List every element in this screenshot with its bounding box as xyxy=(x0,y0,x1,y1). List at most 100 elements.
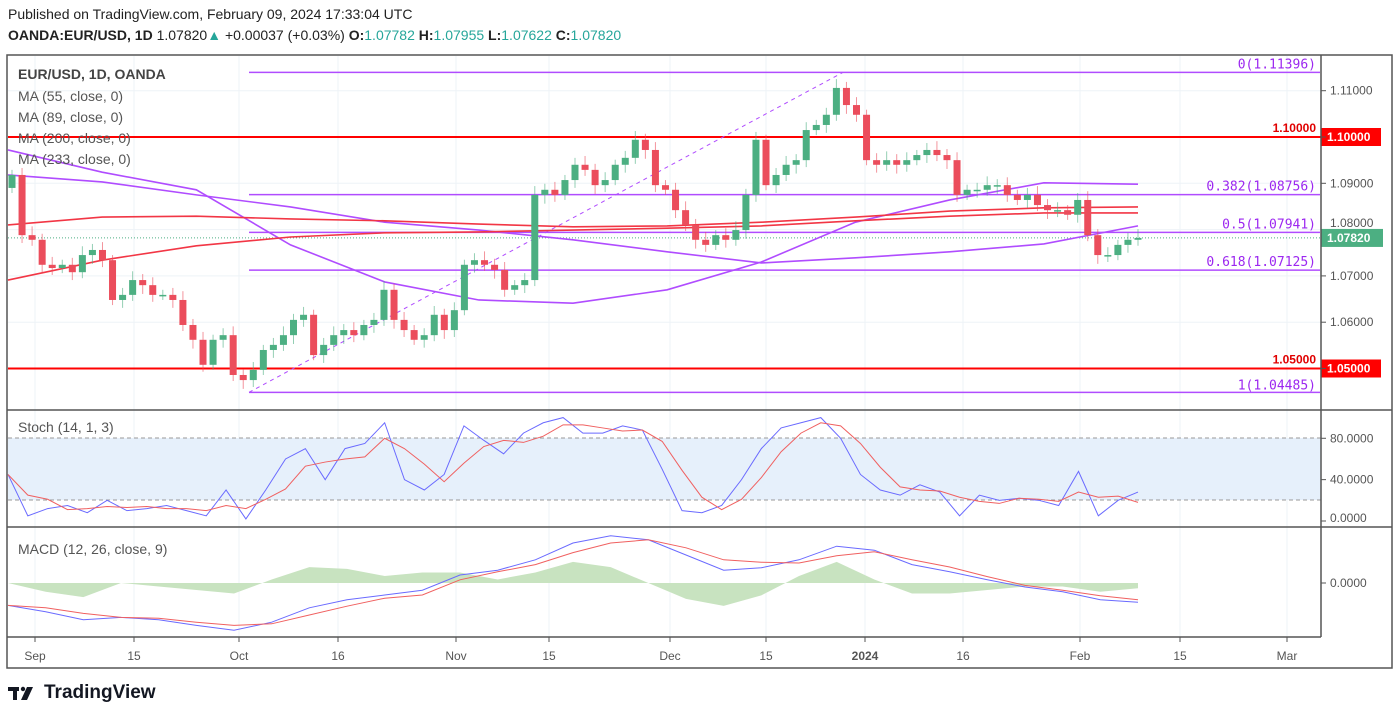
legend-macd[interactable]: MACD (12, 26, close, 9) xyxy=(18,541,167,557)
stoch-tick-label: 0.0000 xyxy=(1330,511,1367,525)
tradingview-wordmark: TradingView xyxy=(44,682,156,703)
open-value: 1.07782 xyxy=(364,27,415,43)
legend-ma200[interactable]: MA (200, close, 0) xyxy=(18,130,131,146)
candle-body xyxy=(28,235,36,240)
candle-body xyxy=(712,235,720,245)
candle-body xyxy=(330,335,338,345)
candle-body xyxy=(290,319,297,336)
time-tick-label: Dec xyxy=(659,649,680,663)
symbol-info-bar: OANDA:EUR/USD, 1D 1.07820▲ +0.00037 (+0.… xyxy=(8,27,621,43)
candle-body xyxy=(561,180,569,195)
candle-body xyxy=(772,174,780,186)
candle-body xyxy=(782,164,790,175)
time-tick-label: 15 xyxy=(127,649,141,663)
candle-body xyxy=(1124,239,1132,245)
price-tick-label: 1.08000 xyxy=(1330,216,1374,230)
candle-body xyxy=(531,194,539,281)
up-triangle-icon: ▲ xyxy=(207,27,222,43)
price-tick-label: 1.09000 xyxy=(1330,176,1374,190)
moving-average-ma200 xyxy=(7,206,1139,228)
candle-body xyxy=(702,239,710,245)
candle-body xyxy=(722,235,730,240)
candle-body xyxy=(350,330,358,336)
level-badge-label: 1.10000 xyxy=(1327,130,1371,144)
candle-body xyxy=(88,249,96,256)
candle-body xyxy=(400,319,408,331)
legend-ma55[interactable]: MA (55, close, 0) xyxy=(18,88,123,104)
last-price-badge-label: 1.07820 xyxy=(1327,231,1371,245)
candle-body xyxy=(430,314,438,336)
candle-body xyxy=(571,164,579,181)
candle-body xyxy=(8,174,16,188)
level-line-label: 1.05000 xyxy=(1273,353,1317,367)
candle-body xyxy=(199,339,207,365)
candle-body xyxy=(38,239,46,265)
candle-body xyxy=(631,139,639,158)
legend-stoch[interactable]: Stoch (14, 1, 3) xyxy=(18,419,114,435)
candle-body xyxy=(460,264,468,311)
published-caption: Published on TradingView.com, February 0… xyxy=(8,6,413,22)
candle-body xyxy=(802,130,810,161)
price-change: +0.00037 (+0.03%) xyxy=(224,27,345,43)
candle-body xyxy=(591,169,599,186)
candle-body xyxy=(983,185,991,190)
candle-body xyxy=(18,174,26,236)
candle-body xyxy=(641,139,649,150)
candle-body xyxy=(229,335,237,375)
candle-body xyxy=(1003,185,1011,195)
candle-body xyxy=(390,289,398,320)
candle-body xyxy=(179,299,187,325)
high-label: H: xyxy=(418,27,434,43)
time-tick-label: Nov xyxy=(445,649,466,663)
candle-body xyxy=(209,339,217,365)
time-tick-label: 16 xyxy=(956,649,970,663)
candle-body xyxy=(651,149,659,186)
macd-signal xyxy=(7,539,1139,626)
candle-body xyxy=(310,314,318,356)
time-tick-label: 16 xyxy=(331,649,345,663)
candle-body xyxy=(762,139,770,186)
stoch-tick-label: 80.0000 xyxy=(1330,431,1374,445)
candle-body xyxy=(119,294,127,300)
chart-frame xyxy=(6,54,1393,669)
level-badge xyxy=(1321,128,1381,146)
candle-body xyxy=(440,314,448,331)
candle-body xyxy=(621,157,629,165)
tradingview-logo[interactable]: TradingView xyxy=(8,682,156,704)
last-price-badge xyxy=(1321,228,1383,247)
candle-body xyxy=(340,330,348,336)
candle-body xyxy=(893,160,901,165)
candle-body xyxy=(742,194,750,231)
candle-body xyxy=(1074,199,1082,215)
candle-body xyxy=(913,155,921,161)
candle-body xyxy=(863,114,871,161)
candle-body xyxy=(129,280,137,295)
fib-level-label: 0.618(1.07125) xyxy=(1206,255,1316,270)
stoch-d-line xyxy=(7,422,1139,512)
candle-body xyxy=(1104,255,1112,257)
candle-body xyxy=(360,324,368,336)
time-tick-label: 15 xyxy=(759,649,773,663)
low-value: 1.07622 xyxy=(501,27,552,43)
candle-body xyxy=(149,285,157,295)
candle-body xyxy=(812,124,820,131)
stoch-tick-label: 40.0000 xyxy=(1330,473,1374,487)
chart-labels: 1.10000 1.05000 1.11000 1.10000 1.09000 1.080… xyxy=(24,57,1383,663)
legend-ma89[interactable]: MA (89, close, 0) xyxy=(18,109,123,125)
candle-body xyxy=(672,189,680,211)
legend-ma233[interactable]: MA (233, close, 0) xyxy=(18,151,131,167)
fib-level-label: 0(1.11396) xyxy=(1238,57,1316,72)
candle-body xyxy=(541,189,549,195)
candle-body xyxy=(943,155,951,161)
candle-body xyxy=(159,294,167,297)
close-value: 1.07820 xyxy=(570,27,622,43)
candle-body xyxy=(259,349,267,370)
candle-body xyxy=(481,260,489,265)
candle-body xyxy=(581,164,589,170)
fib-level-label: 0.382(1.08756) xyxy=(1206,180,1316,195)
candle-body xyxy=(993,185,1001,187)
chart-marks xyxy=(7,71,1321,631)
candle-body xyxy=(1033,194,1041,206)
candle-body xyxy=(279,335,287,345)
